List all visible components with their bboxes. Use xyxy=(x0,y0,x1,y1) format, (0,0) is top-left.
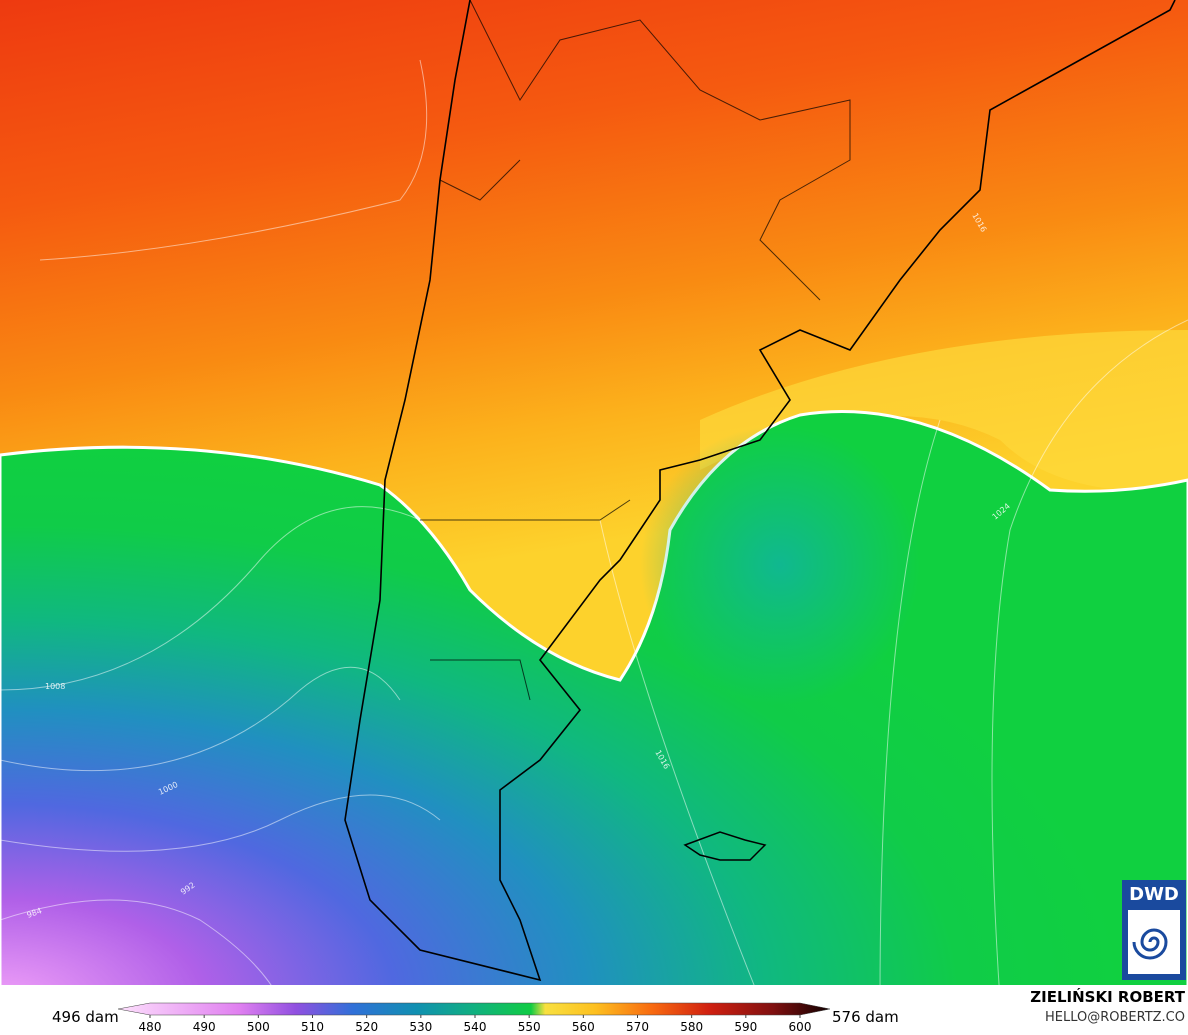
colorbar-tick-label: 530 xyxy=(409,1020,432,1034)
logo-text: DWD xyxy=(1129,884,1179,905)
colorbar-tick-label: 570 xyxy=(626,1020,649,1034)
isobar-label: 1008 xyxy=(45,682,65,691)
colorbar-tick-label: 540 xyxy=(464,1020,487,1034)
author: ZIELIŃSKI ROBERT xyxy=(1030,987,1185,1006)
borders xyxy=(420,0,851,701)
dwd-logo: DWD xyxy=(1122,880,1186,980)
colorbar-tick-label: 560 xyxy=(572,1020,595,1034)
coastline xyxy=(344,0,1176,982)
warm-band xyxy=(700,330,1188,492)
colorbar-tick-label: 600 xyxy=(789,1020,812,1034)
isobars xyxy=(0,59,1188,1001)
low-center xyxy=(640,425,920,705)
email: HELLO@ROBERTZ.CO xyxy=(1045,1010,1185,1025)
colorbar-tick-label: 510 xyxy=(301,1020,324,1034)
colorbar-tick-label: 480 xyxy=(139,1020,162,1034)
colorbar-tick-label: 490 xyxy=(193,1020,216,1034)
falkland-islands xyxy=(683,831,767,861)
colorbar-tick-label: 580 xyxy=(680,1020,703,1034)
colorbar-tick-label: 500 xyxy=(247,1020,270,1034)
colorbar-tick-label: 550 xyxy=(518,1020,541,1034)
colorbar-tick-label: 590 xyxy=(734,1020,757,1034)
colorbar-max: 576 dam xyxy=(832,1008,899,1026)
colorbar-tick-label: 520 xyxy=(355,1020,378,1034)
colorbar-min: 496 dam xyxy=(52,1008,119,1026)
colorbar xyxy=(117,1002,831,1016)
